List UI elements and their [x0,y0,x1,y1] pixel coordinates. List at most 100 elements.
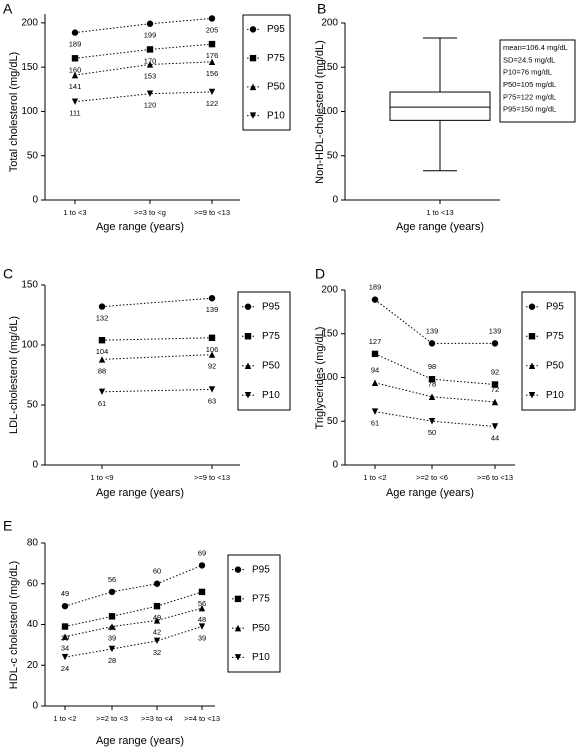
stats-text: P50=105 mg/dL [503,80,556,89]
marker [153,637,161,644]
series-line [74,17,213,34]
box [389,91,491,121]
y-tick-label: 100 [321,372,338,383]
marker [249,26,257,33]
marker [234,654,242,661]
marker [198,588,206,596]
legend-label: P50 [546,360,564,371]
data-label: 199 [144,31,157,40]
series-line [101,297,213,308]
data-label: 78 [428,380,436,389]
data-label: 69 [198,548,206,557]
legend-box [237,291,291,411]
marker [108,613,116,620]
data-label: 56 [108,575,116,584]
marker [428,376,436,383]
data-label: 153 [144,71,157,80]
data-label: 156 [206,69,219,78]
series-line [74,91,213,103]
x-tick-label: >=3 to <g [134,208,166,217]
x-tick-label: >=3 to <4 [141,714,173,723]
data-label: 92 [208,362,216,371]
stats-text: SD=24.5 mg/dL [503,55,555,64]
legend-label: P10 [546,390,564,401]
data-label: 72 [491,385,499,394]
marker [71,29,79,36]
panel-letter: B [317,1,326,17]
data-label: 120 [144,101,157,110]
panel-letter: D [315,266,325,282]
legend-label: P95 [252,564,270,575]
data-label: 32 [153,648,161,657]
data-label: 94 [371,366,379,375]
y-tick-label: 100 [21,340,38,351]
data-label: 170 [144,56,157,65]
y-tick-label: 0 [332,460,338,471]
marker [234,566,242,573]
data-label: 49 [61,589,69,598]
marker [428,340,436,347]
y-tick-label: 0 [32,701,38,712]
data-label: 189 [369,283,382,292]
data-label: 106 [206,345,219,354]
x-axis-label: Age range (years) [96,735,184,747]
panel-letter: A [3,1,13,17]
data-label: 122 [206,99,219,108]
marker [491,423,499,430]
data-label: 127 [369,337,382,346]
marker [528,362,536,369]
y-tick-label: 0 [32,460,38,471]
y-tick-label: 200 [21,17,38,28]
y-tick-label: 200 [321,285,338,296]
y-tick-label: 150 [21,280,38,291]
y-tick-label: 80 [27,538,39,549]
legend-label: P10 [252,652,270,663]
y-tick-label: 50 [327,416,339,427]
marker [244,362,252,369]
y-axis-label: Total cholesterol (mg/dL) [8,52,20,172]
panel-letter: C [3,266,13,282]
x-tick-label: 1 to <2 [53,714,76,723]
marker [146,61,154,68]
marker [208,334,216,341]
marker [208,351,216,358]
y-tick-label: 50 [27,400,39,411]
y-tick-label: 150 [21,62,38,73]
legend-label: P75 [252,594,270,605]
x-tick-label: 1 to <3 [63,208,86,217]
legend-label: P95 [267,24,285,35]
data-label: 34 [61,644,69,653]
y-axis-label: LDL-cholesterol (mg/dL) [8,316,20,434]
y-tick-label: 0 [32,195,38,206]
legend-box [242,14,291,131]
x-tick-label: 1 to <2 [363,473,386,482]
marker [528,303,536,310]
marker [371,296,379,303]
x-axis-label: Age range (years) [396,221,484,233]
marker [208,386,216,393]
y-axis-label: Non-HDL-cholesterol (mg/dL) [314,40,326,184]
marker [61,602,69,610]
x-tick-label: >=9 to <13 [194,208,230,217]
marker [244,333,252,340]
x-axis-label: Age range (years) [386,487,474,499]
marker [528,392,536,399]
data-label: 88 [98,366,106,375]
marker [244,303,252,310]
data-label: 61 [98,399,106,408]
marker [208,15,216,22]
series-line [101,388,213,393]
marker [108,645,116,653]
marker [208,40,216,48]
marker [371,379,379,386]
marker [153,602,161,610]
marker [234,595,242,603]
marker [198,562,206,569]
data-label: 189 [69,40,82,49]
data-label: 48 [198,615,206,624]
marker [249,83,257,91]
x-tick-label: 1 to <13 [426,208,453,217]
series-line [74,43,213,59]
marker [98,337,106,344]
